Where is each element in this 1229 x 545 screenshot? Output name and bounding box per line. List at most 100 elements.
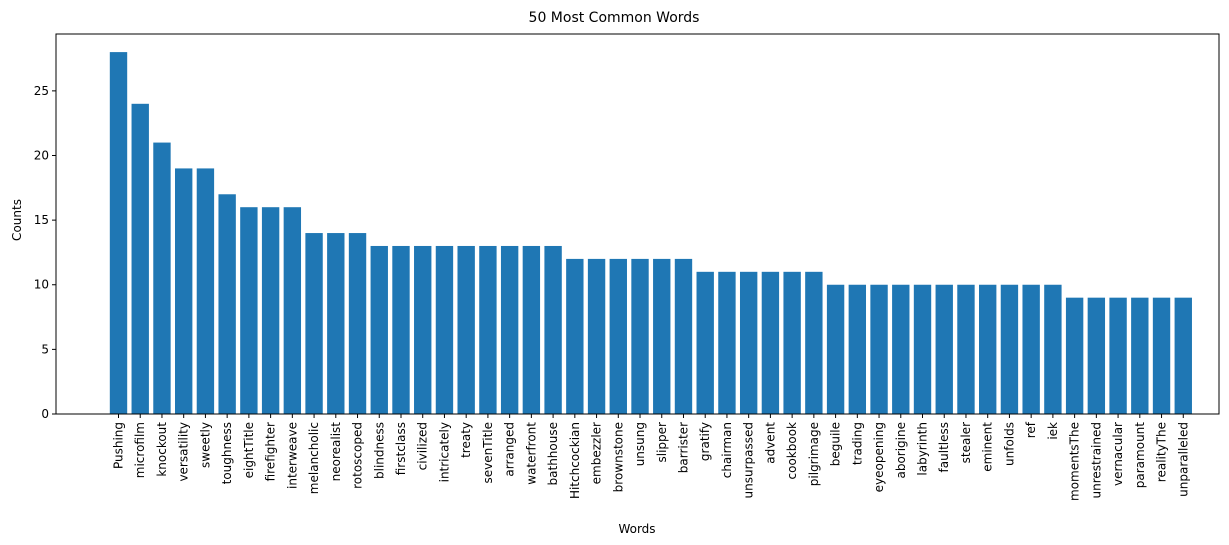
x-tick-label: embezzler bbox=[590, 422, 604, 484]
bar-firstclass bbox=[392, 245, 410, 414]
bar-unfolds bbox=[1000, 284, 1019, 414]
bar-microfilm bbox=[131, 103, 149, 415]
bar-momentsThe bbox=[1065, 297, 1084, 414]
x-tick-label: eyeopening bbox=[872, 422, 886, 492]
bar-realityThe bbox=[1152, 297, 1171, 414]
x-tick-label: gratify bbox=[698, 422, 712, 461]
x-tick-label: stealer bbox=[959, 422, 973, 463]
bar-unparalleled bbox=[1174, 297, 1192, 414]
x-tick-label: faultless bbox=[937, 422, 951, 472]
x-tick-label: blindness bbox=[372, 422, 386, 479]
x-axis: Pushing microfilm knockout versatility sweet… bbox=[112, 414, 1190, 501]
x-tick-label: realityThe bbox=[1155, 422, 1169, 482]
bar-gratify bbox=[696, 271, 714, 414]
bar-stealer bbox=[957, 284, 975, 414]
bar-arranged bbox=[500, 245, 519, 414]
bar-eightTitle bbox=[240, 207, 258, 414]
x-tick-label: versatility bbox=[177, 422, 191, 482]
x-tick-label: sevenTitle bbox=[481, 422, 495, 483]
bar-slipper bbox=[653, 258, 671, 414]
x-tick-label: civilized bbox=[416, 422, 430, 470]
y-tick-label: 15 bbox=[34, 213, 49, 227]
chart-title: 50 Most Common Words bbox=[529, 10, 700, 26]
bar-unsurpassed bbox=[739, 271, 758, 414]
y-axis: 0 5 10 15 20 25 bbox=[34, 84, 56, 421]
bar-advent bbox=[761, 271, 780, 414]
bar-bathhouse bbox=[544, 245, 562, 414]
x-tick-label: arranged bbox=[503, 422, 517, 477]
x-tick-label: melancholic bbox=[307, 422, 321, 494]
x-tick-label: intricately bbox=[437, 422, 451, 482]
bar-beguile bbox=[826, 284, 845, 414]
bar-ref bbox=[1022, 284, 1040, 414]
bar-unrestrained bbox=[1087, 297, 1106, 414]
bar-trading bbox=[848, 284, 867, 414]
x-tick-label: waterfront bbox=[524, 422, 538, 485]
bar-brownstone bbox=[609, 258, 627, 414]
bar-knockout bbox=[153, 142, 171, 414]
bar-eminent bbox=[979, 284, 997, 414]
x-tick-label: labyrinth bbox=[916, 422, 930, 476]
bar-treaty bbox=[457, 245, 475, 414]
x-tick-label: barrister bbox=[676, 422, 690, 473]
bar-cookbook bbox=[783, 271, 801, 414]
x-tick-label: vernacular bbox=[1111, 422, 1125, 486]
plot-frame bbox=[55, 33, 1220, 415]
x-tick-label: knockout bbox=[155, 422, 169, 477]
x-tick-label: advent bbox=[763, 422, 777, 464]
bar-embezzler bbox=[587, 258, 606, 414]
bar-Hitchcockian bbox=[566, 258, 584, 414]
y-tick-label: 0 bbox=[41, 407, 49, 421]
x-tick-label: aborigine bbox=[894, 422, 908, 479]
x-tick-label: unsung bbox=[633, 422, 647, 466]
y-tick-label: 5 bbox=[41, 342, 49, 356]
x-tick-label: unrestrained bbox=[1089, 422, 1103, 498]
x-tick-label: chairman bbox=[720, 422, 734, 478]
bar-Pushing bbox=[109, 52, 128, 414]
x-tick-label: Pushing bbox=[112, 422, 126, 469]
bar-intricately bbox=[435, 245, 454, 414]
x-tick-label: treaty bbox=[459, 422, 473, 458]
x-tick-label: Hitchcockian bbox=[568, 422, 582, 499]
x-tick-label: cookbook bbox=[785, 422, 799, 480]
bar-barrister bbox=[674, 258, 693, 414]
bar-sevenTitle bbox=[479, 245, 497, 414]
x-tick-label: pilgrimage bbox=[807, 422, 821, 486]
bar-paramount bbox=[1131, 297, 1149, 414]
x-tick-label: eightTitle bbox=[242, 422, 256, 478]
bar-eyeopening bbox=[870, 284, 888, 414]
y-axis-label: Counts bbox=[10, 199, 24, 241]
x-tick-label: sweetly bbox=[198, 422, 212, 468]
x-tick-label: unparalleled bbox=[1176, 422, 1190, 497]
x-tick-label: unsurpassed bbox=[742, 422, 756, 498]
bar-unsung bbox=[631, 258, 649, 414]
bar-pilgrimage bbox=[805, 271, 823, 414]
x-tick-label: toughness bbox=[220, 422, 234, 484]
x-tick-label: interweave bbox=[285, 422, 299, 489]
x-tick-label: iek bbox=[1046, 422, 1060, 440]
x-tick-label: momentsThe bbox=[1068, 422, 1082, 501]
y-tick-label: 20 bbox=[34, 148, 49, 162]
bar-civilized bbox=[414, 245, 432, 414]
bars-group bbox=[109, 52, 1192, 415]
bar-iek bbox=[1044, 284, 1062, 414]
x-tick-label: firefighter bbox=[264, 422, 278, 481]
x-tick-label: beguile bbox=[829, 422, 843, 466]
bar-blindness bbox=[370, 245, 388, 414]
bar-labyrinth bbox=[913, 284, 932, 414]
x-tick-label: eminent bbox=[981, 422, 995, 472]
bar-interweave bbox=[283, 207, 302, 414]
bar-versatility bbox=[175, 168, 193, 414]
bar-rotoscoped bbox=[348, 233, 367, 414]
x-tick-label: trading bbox=[850, 422, 864, 465]
bar-chairman bbox=[718, 271, 736, 414]
x-tick-label: neorealist bbox=[329, 422, 343, 482]
x-tick-label: paramount bbox=[1133, 422, 1147, 489]
bar-sweetly bbox=[196, 168, 215, 414]
bar-waterfront bbox=[522, 245, 541, 414]
bar-toughness bbox=[218, 194, 236, 414]
bar-melancholic bbox=[305, 233, 323, 414]
x-tick-label: slipper bbox=[655, 422, 669, 463]
x-tick-label: microfilm bbox=[133, 422, 147, 478]
